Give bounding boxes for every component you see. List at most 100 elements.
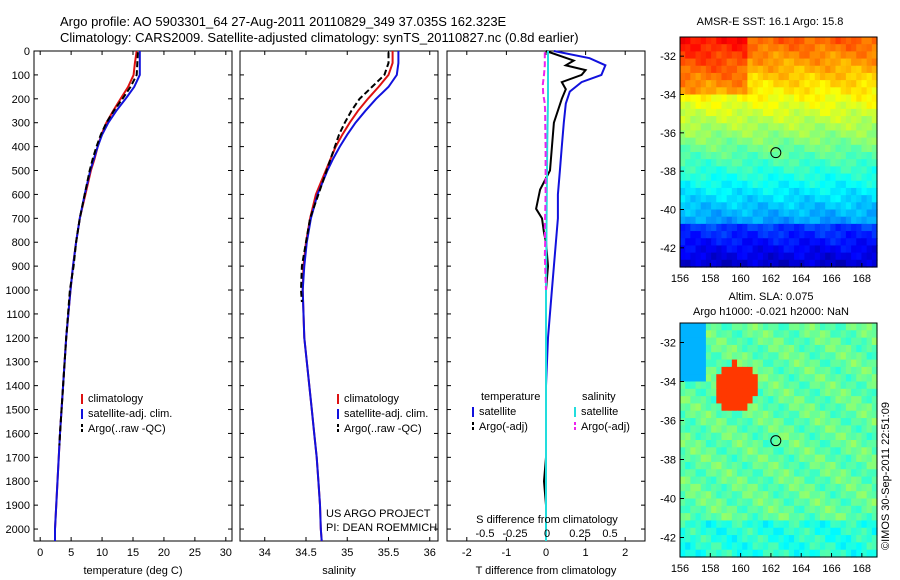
map-cell [804, 202, 811, 211]
map-cell [752, 87, 759, 96]
map-cell [845, 381, 852, 390]
map-cell [705, 403, 712, 412]
map-cell [809, 374, 816, 383]
map-cell [695, 410, 702, 419]
map-cell [856, 374, 863, 383]
map-cell [866, 447, 873, 456]
map-cell [716, 491, 723, 500]
map-cell [742, 396, 748, 405]
map-cell [742, 87, 748, 96]
map-cell [762, 410, 769, 419]
map-cell [856, 130, 863, 139]
map-cell [685, 166, 691, 175]
map-cell [783, 101, 790, 110]
map-cell [695, 359, 702, 368]
map-cell [794, 359, 800, 368]
map-cell [752, 130, 759, 139]
map-cell [680, 432, 686, 441]
map-cell [695, 454, 702, 463]
map-cell [788, 137, 795, 146]
map-cell [690, 223, 697, 232]
map-cell [804, 144, 811, 153]
map-cell [711, 195, 717, 203]
map-cell [794, 440, 800, 448]
map-cell [799, 432, 806, 441]
map-cell [778, 469, 785, 478]
map-cell [747, 388, 754, 397]
map-cell [757, 94, 764, 103]
map-cell [794, 231, 800, 239]
map-cell [866, 483, 873, 492]
map-cell [799, 491, 806, 500]
map-cell [742, 418, 748, 426]
map-cell [861, 491, 868, 500]
map-cell [830, 216, 837, 225]
map-cell [783, 388, 790, 397]
map-cell [742, 195, 748, 203]
map-cell [835, 44, 842, 52]
map-cell [700, 180, 707, 189]
map-cell [866, 491, 873, 500]
map-cell [809, 173, 816, 182]
map-cell [783, 209, 790, 218]
map-cell [866, 359, 873, 368]
map-cell [783, 231, 790, 239]
map-cell [840, 359, 847, 368]
map-cell [856, 418, 863, 426]
map-cell [788, 187, 795, 196]
map-cell [695, 476, 702, 485]
map-cell [830, 513, 837, 522]
map-cell [835, 410, 842, 419]
map-cell [742, 498, 748, 507]
map-cell [809, 388, 816, 397]
map-cell [788, 180, 795, 189]
map-cell [866, 454, 873, 463]
map-cell [711, 483, 717, 492]
map-cell [726, 231, 733, 239]
map-cell [742, 447, 748, 456]
map-frame [679, 322, 878, 558]
map-cell [835, 152, 842, 160]
map-cell [866, 337, 873, 346]
map-cell [731, 513, 738, 522]
map-cell [742, 166, 748, 175]
map-cell [809, 80, 816, 88]
map-cell [871, 87, 878, 96]
map-cell [866, 223, 873, 232]
map-cell [747, 447, 754, 456]
map-cell [762, 116, 769, 124]
map-cell [809, 152, 816, 160]
map-cell [773, 180, 780, 189]
map-cell [819, 80, 826, 88]
map-cell [856, 209, 863, 218]
map-cell [726, 542, 733, 551]
map-cell [690, 238, 697, 247]
map-cell [737, 374, 743, 383]
map-cell [835, 352, 842, 361]
map-cell [711, 337, 717, 346]
map-cell [726, 352, 733, 361]
map-cell [856, 513, 863, 522]
map-cell [762, 461, 769, 470]
map-cell [731, 108, 738, 117]
map-cell [737, 418, 743, 426]
map-cell [685, 180, 691, 189]
map-cell [762, 337, 769, 346]
map-cell [814, 58, 821, 67]
map-cell [804, 87, 811, 96]
map-cell [711, 44, 717, 52]
map-cell [804, 51, 811, 60]
map-cell [685, 137, 691, 146]
map-cell [778, 461, 785, 470]
map-cell [680, 513, 686, 522]
map-cell [716, 425, 723, 434]
map-cell [747, 344, 754, 353]
map-cell [814, 144, 821, 153]
map-cell [685, 425, 691, 434]
map-cell [871, 447, 878, 456]
map-cell [819, 388, 826, 397]
map-cell [747, 469, 754, 478]
map-cell [809, 195, 816, 203]
map-cell [773, 527, 780, 536]
map-cell [737, 187, 743, 196]
